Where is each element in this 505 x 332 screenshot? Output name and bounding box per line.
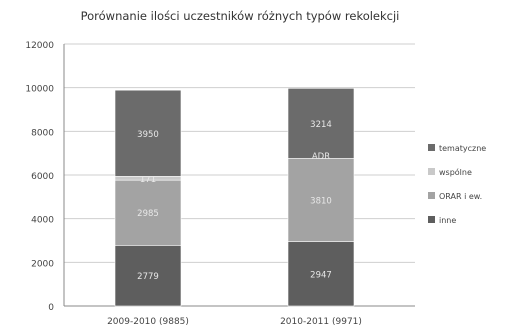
legend-swatch (428, 192, 435, 199)
legend-swatch (428, 168, 435, 175)
x-tick-label: 2010-2011 (9971) (280, 317, 362, 327)
x-axis: 2009-2010 (9885) 2010-2011 (9971) (107, 317, 362, 327)
y-tick-label: 10000 (25, 85, 54, 95)
legend-swatch (428, 216, 435, 223)
x-tick-label: 2009-2010 (9885) (107, 317, 189, 327)
data-label: 171 (140, 175, 156, 185)
bar-segment (114, 179, 182, 246)
data-label: 2985 (137, 209, 159, 219)
legend-label: ORAR i ew. (439, 192, 482, 201)
bar-segment (287, 241, 355, 307)
y-tick-label: 12000 (25, 41, 54, 51)
y-axis: 0 2000 4000 6000 8000 10000 12000 (25, 41, 65, 313)
y-tick-label: 2000 (31, 259, 54, 269)
y-tick-label: 0 (48, 303, 54, 313)
legend-swatch (428, 144, 435, 151)
legend: tematyczne wspólne ORAR i ew. inne (428, 144, 486, 225)
chart-title: Porównanie ilości uczestników różnych ty… (81, 9, 400, 23)
y-tick-label: 8000 (31, 128, 54, 138)
bar-segment (287, 87, 355, 159)
data-label: 2947 (310, 270, 332, 280)
legend-label: wspólne (439, 167, 472, 177)
y-tick-label: 4000 (31, 216, 54, 226)
legend-label: tematyczne (439, 144, 486, 153)
bar-segment (114, 89, 182, 177)
data-label: 3950 (137, 130, 159, 140)
bar-segment (287, 158, 355, 242)
legend-label: inne (439, 216, 456, 225)
data-label: 3810 (310, 197, 332, 207)
data-label: 2779 (137, 272, 159, 282)
bar-segment (114, 245, 182, 307)
bars: 2779 2985 171 3950 2947 3810 3214 ADR (114, 87, 355, 307)
y-tick-label: 6000 (31, 172, 54, 182)
annotation-label: ADR (312, 152, 330, 162)
data-label: 3214 (310, 120, 332, 130)
